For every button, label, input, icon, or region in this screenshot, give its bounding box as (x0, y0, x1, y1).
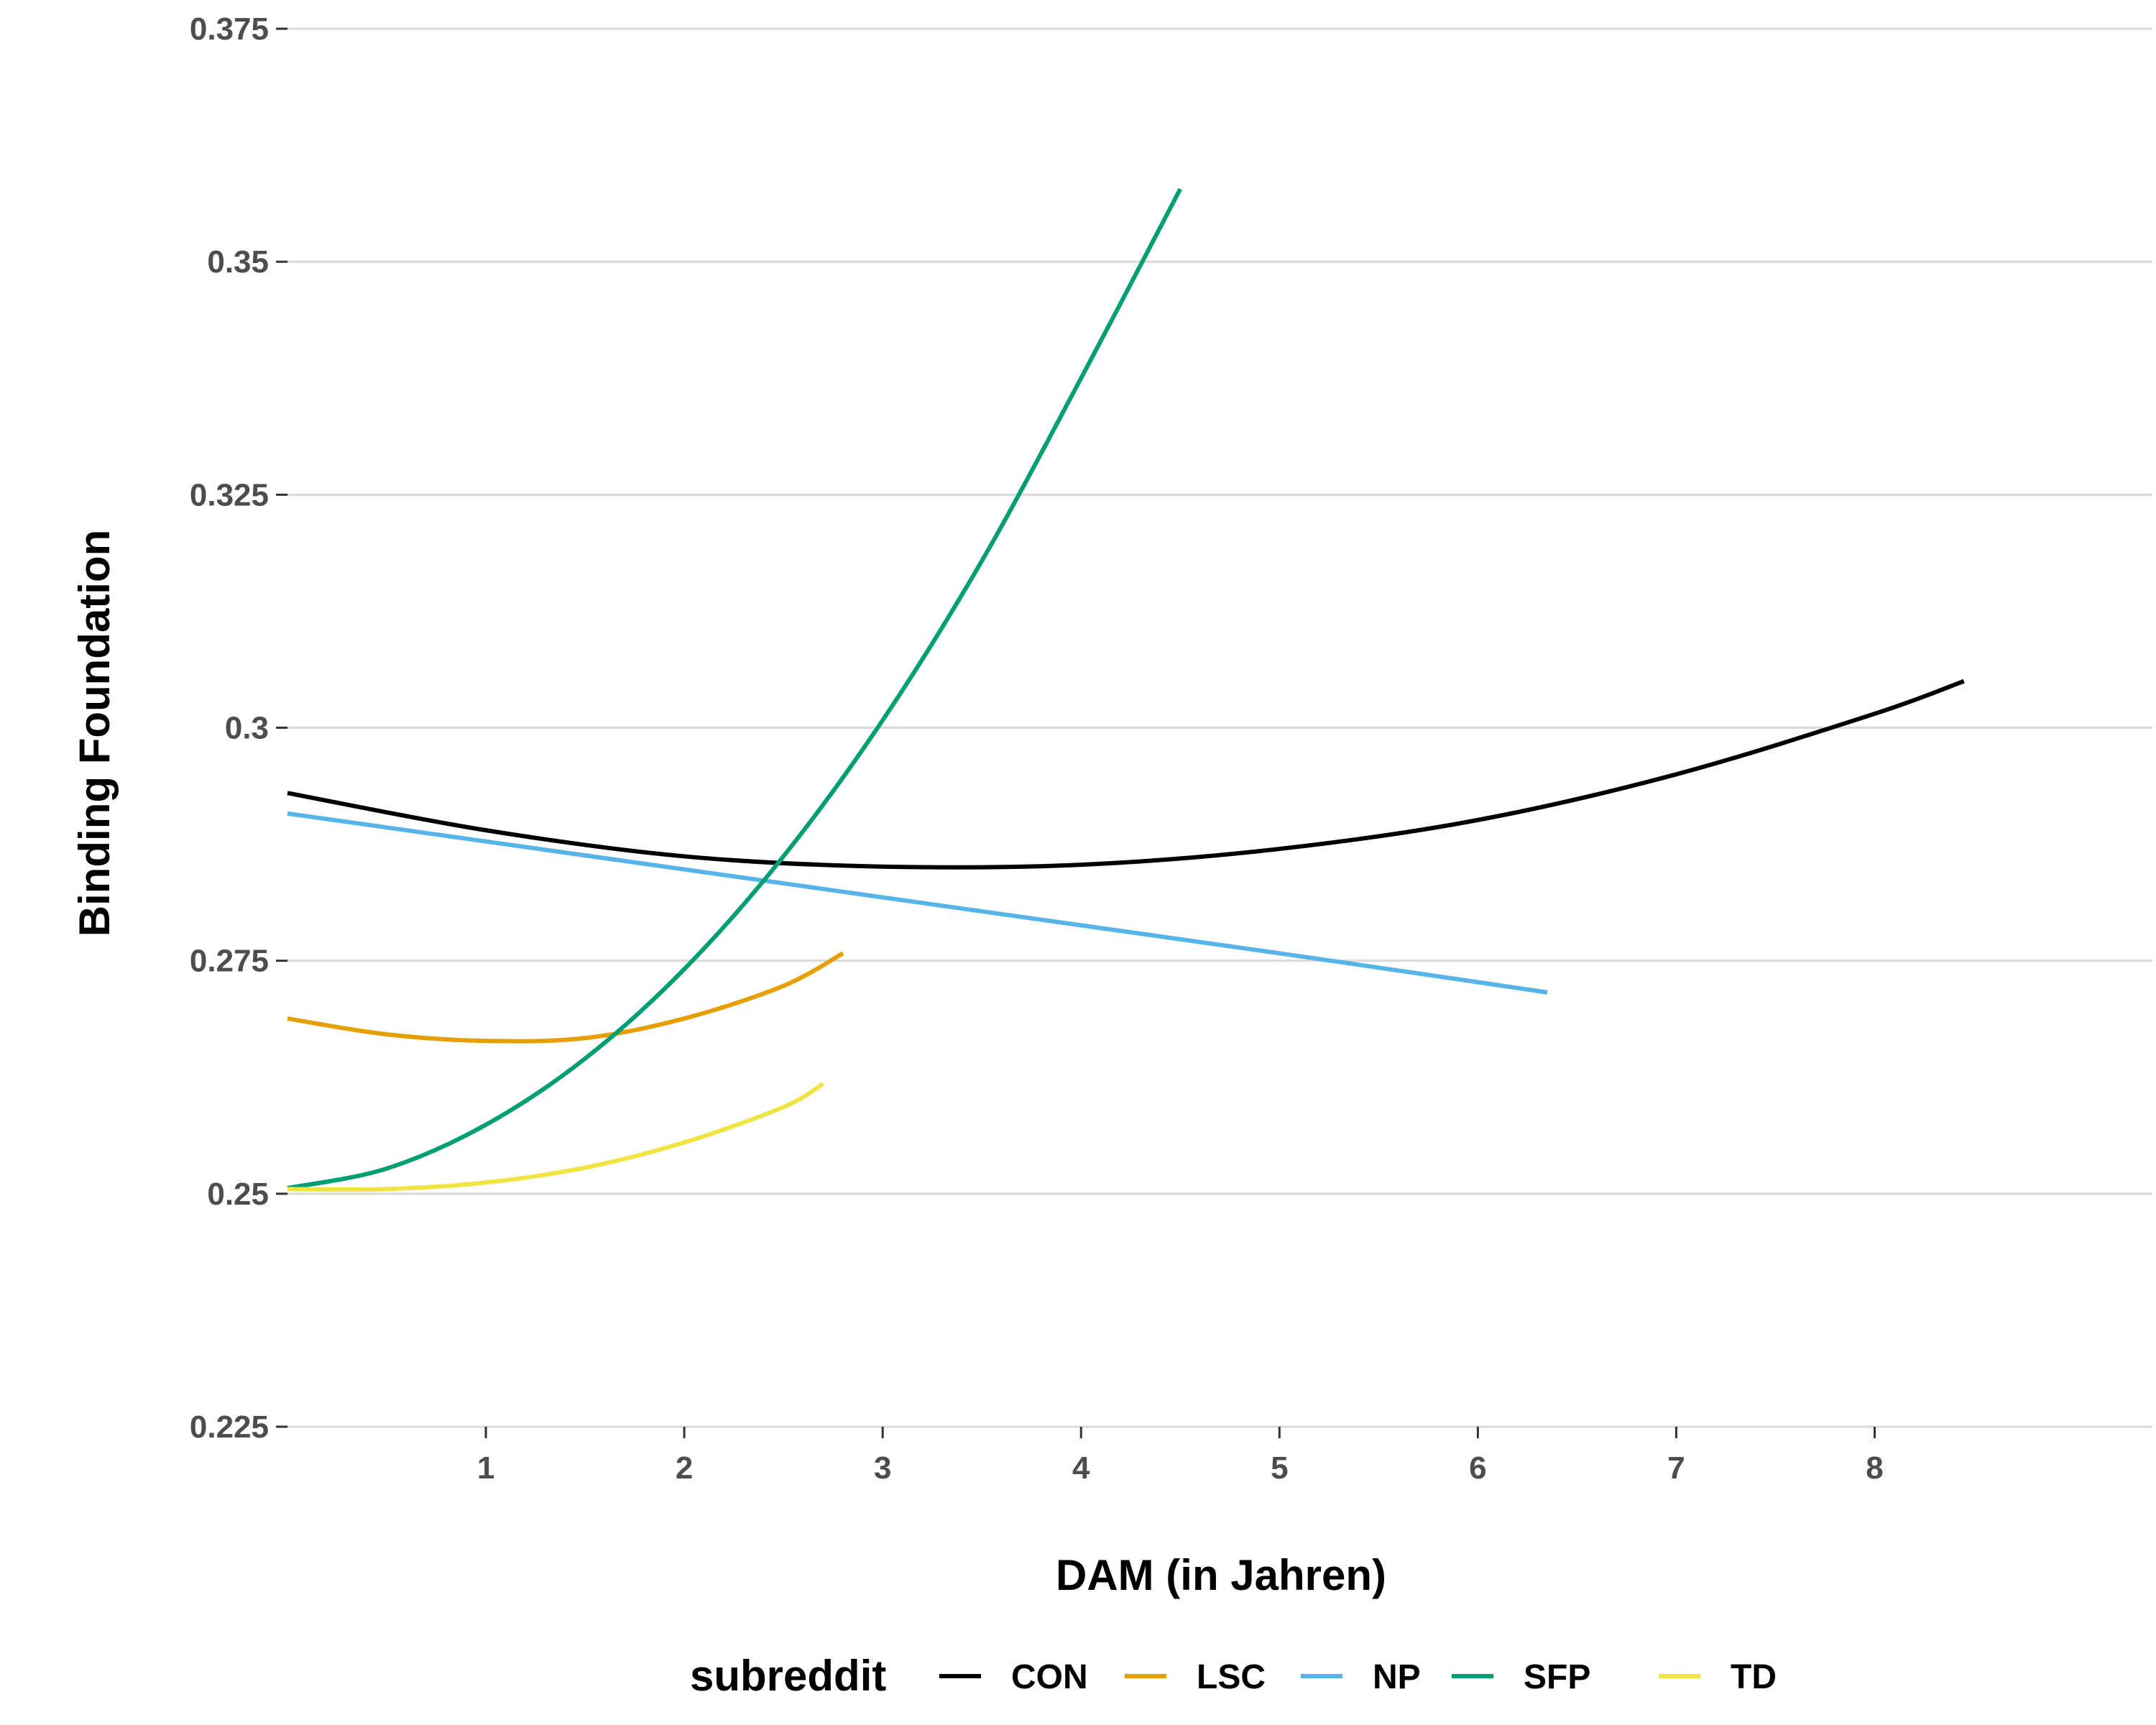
series-line-sfp (287, 188, 1182, 1190)
y-tick-label: 0.275 (190, 944, 269, 979)
x-tick-label: 4 (1072, 1450, 1090, 1486)
series-line-con (287, 678, 1965, 870)
x-tick-label: 8 (1866, 1450, 1883, 1486)
legend-label-lsc: LSC (1197, 1658, 1266, 1696)
legend-label-sfp: SFP (1524, 1658, 1590, 1696)
y-tick-label: 0.225 (190, 1409, 269, 1445)
y-axis-title: Binding Foundation (70, 530, 119, 937)
legend: subreddit CON LSC NP SFP TD (690, 1652, 1777, 1700)
y-tick-label: 0.325 (190, 477, 269, 512)
x-tick-label: 1 (477, 1450, 494, 1486)
y-tick-label: 0.35 (207, 244, 269, 280)
legend-title: subreddit (690, 1652, 886, 1700)
legend-label-con: CON (1011, 1658, 1088, 1696)
x-tick-label: 2 (676, 1450, 693, 1486)
series-line-np (287, 811, 1548, 995)
y-tick-label: 0.25 (207, 1177, 269, 1212)
series-line-td (287, 1082, 824, 1192)
series-line-lsc (287, 951, 844, 1044)
series-layer (287, 188, 1965, 1192)
x-tick-label: 5 (1271, 1450, 1288, 1486)
legend-label-td: TD (1731, 1658, 1777, 1696)
gridlines (287, 27, 2152, 1428)
y-tick-label: 0.3 (225, 711, 269, 746)
legend-label-np: NP (1373, 1658, 1421, 1696)
y-tick-label: 0.375 (190, 12, 269, 47)
x-tick-label: 3 (874, 1450, 891, 1486)
x-tick-label: 6 (1469, 1450, 1486, 1486)
x-tick-label: 7 (1667, 1450, 1685, 1486)
x-axis-title: DAM (in Jahren) (1056, 1551, 1386, 1599)
x-axis: 1 2 3 4 5 6 7 8 (477, 1427, 1884, 1486)
y-axis: 0.225 0.25 0.275 0.3 0.325 0.35 0.375 (190, 12, 287, 1445)
